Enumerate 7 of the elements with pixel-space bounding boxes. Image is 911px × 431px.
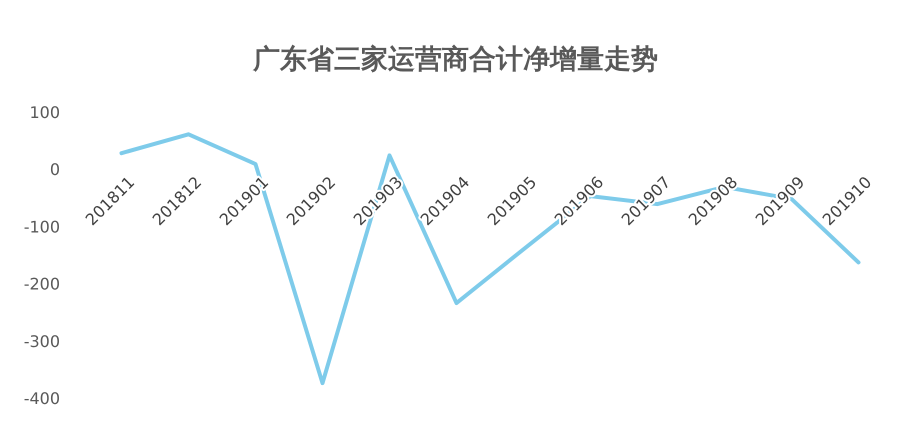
y-tick-label: 100	[29, 103, 60, 122]
y-tick-label: -300	[24, 332, 60, 351]
chart-title: 广东省三家运营商合计净增量走势	[252, 44, 658, 75]
y-tick-label: 0	[50, 160, 60, 180]
y-tick-label: -100	[24, 217, 60, 236]
y-tick-label: -400	[24, 389, 60, 408]
y-tick-label: -200	[24, 274, 60, 294]
